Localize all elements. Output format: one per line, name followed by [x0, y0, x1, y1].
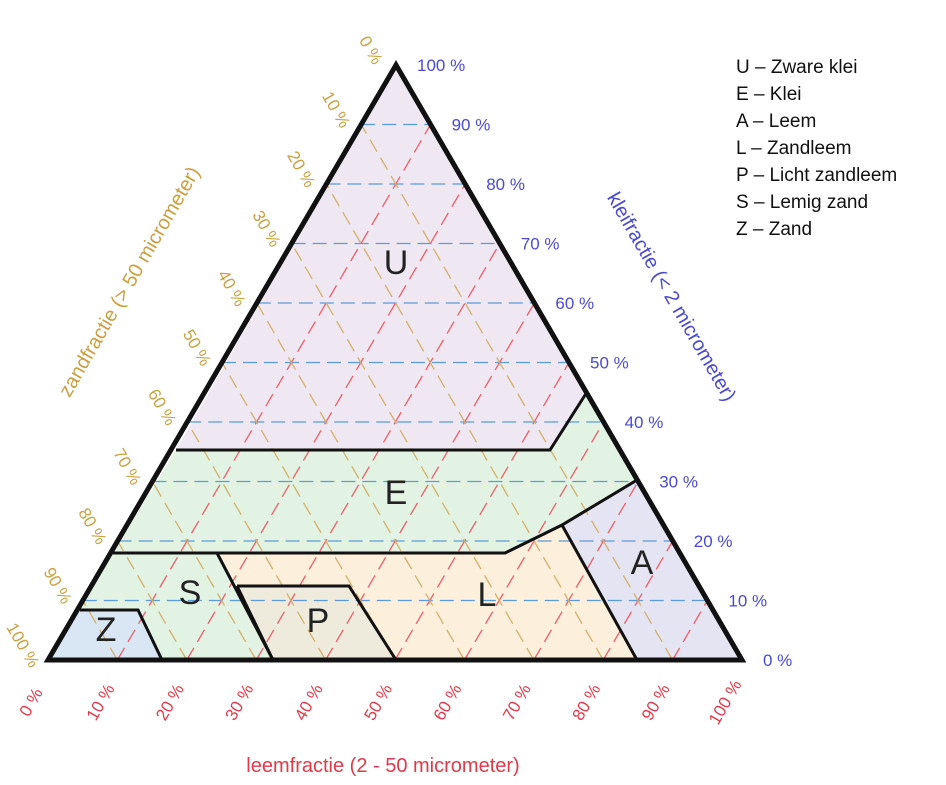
class-boundary: [80, 608, 164, 661]
sand-tick-label: 40 %: [214, 267, 250, 310]
sand-gridline: [151, 481, 257, 661]
sand-gridline: [360, 124, 674, 661]
silt-tick-label: 20 %: [152, 681, 188, 724]
region-a-label: A: [631, 544, 654, 582]
clay-tick-label: 90 %: [452, 116, 491, 135]
silt-tick-label: 100 %: [705, 677, 746, 728]
class-boundary: [560, 524, 639, 661]
region-e-label: E: [385, 474, 408, 512]
sand-tick-label: 10 %: [318, 88, 354, 131]
sand-gridline: [186, 421, 327, 661]
sand-tick-label: 50 %: [179, 326, 215, 369]
sand-tick-label: 20 %: [283, 148, 319, 191]
class-boundary: [237, 584, 398, 661]
region-l-label: L: [478, 576, 497, 614]
legend-item-p: P – Licht zandleem: [736, 165, 898, 186]
sand-gridline: [117, 540, 188, 661]
clay-tick-label: 0 %: [763, 651, 792, 670]
region-a-fill: [562, 480, 742, 660]
region-e-fill: [113, 392, 637, 553]
region-z-label: Z: [96, 611, 117, 649]
silt-gridline: [533, 481, 639, 661]
sand-gridline: [221, 362, 396, 661]
region-u-fill: [176, 65, 587, 450]
sand-tick-label: 100 %: [2, 620, 43, 671]
clay-tick-label: 60 %: [555, 294, 594, 313]
region-z-fill: [48, 610, 162, 660]
silt-tick-label: 80 %: [569, 681, 605, 724]
legend-item-a: A – Leem: [736, 111, 817, 132]
region-p-label: P: [307, 602, 330, 640]
sand-gridline: [82, 600, 118, 661]
silt-tick-label: 60 %: [430, 681, 466, 724]
sand-tick-label: 80 %: [74, 505, 110, 548]
region-l-fill: [217, 525, 637, 660]
clay-tick-label: 50 %: [590, 354, 629, 373]
sand-gridline: [256, 302, 465, 661]
region-p-fill: [237, 586, 396, 660]
region-u-label: U: [384, 244, 409, 282]
sand-gridline: [325, 183, 604, 661]
legend: U – Zware klei E – Klei A – Leem L – Zan…: [736, 54, 897, 243]
sand-axis-title: zandfractie (> 50 micrometer): [55, 163, 205, 401]
clay-tick-label: 40 %: [625, 413, 664, 432]
legend-item-s: S – Lemig zand: [736, 192, 869, 213]
sand-tick-label: 90 %: [40, 564, 76, 607]
class-boundary: [113, 478, 638, 555]
clay-tick-label: 30 %: [659, 473, 698, 492]
silt-axis-title: leemfractie (2 - 50 micrometer): [246, 755, 519, 777]
legend-item-e: E – Klei: [736, 84, 802, 105]
clay-axis-title: kleifractie (< 2 micrometer): [602, 189, 740, 405]
clay-tick-label: 20 %: [694, 532, 733, 551]
triangle-outline: [43, 60, 747, 663]
class-boundary: [176, 391, 589, 452]
silt-tick-label: 10 %: [83, 681, 119, 724]
legend-item-u: U – Zware klei: [736, 57, 858, 78]
sand-tick-label: 70 %: [109, 445, 145, 488]
legend-item-z: Z – Zand: [736, 219, 813, 240]
silt-gridline: [672, 600, 708, 661]
class-boundary: [235, 585, 275, 661]
sand-tick-label: 60 %: [144, 386, 180, 429]
silt-tick-label: 70 %: [499, 681, 535, 724]
silt-gridline: [116, 124, 432, 661]
sand-tick-label: 0 %: [355, 33, 386, 68]
silt-tick-label: 50 %: [360, 681, 396, 724]
clay-tick-label: 10 %: [728, 592, 767, 611]
clay-tick-label: 100 %: [417, 56, 465, 75]
silt-tick-label: 30 %: [222, 681, 258, 724]
region-s-label: S: [179, 574, 202, 612]
silt-gridline: [394, 362, 570, 661]
silt-tick-label: 90 %: [638, 681, 674, 724]
region-s-fill: [80, 553, 273, 660]
sand-tick-label: 30 %: [248, 207, 284, 250]
silt-gridline: [255, 243, 501, 661]
silt-tick-label: 40 %: [291, 681, 327, 724]
sand-gridline: [291, 243, 535, 661]
silt-tick-label: 0 %: [16, 685, 47, 720]
legend-item-l: L – Zandleem: [736, 138, 852, 159]
clay-tick-label: 70 %: [521, 235, 560, 254]
clay-tick-label: 80 %: [486, 175, 525, 194]
